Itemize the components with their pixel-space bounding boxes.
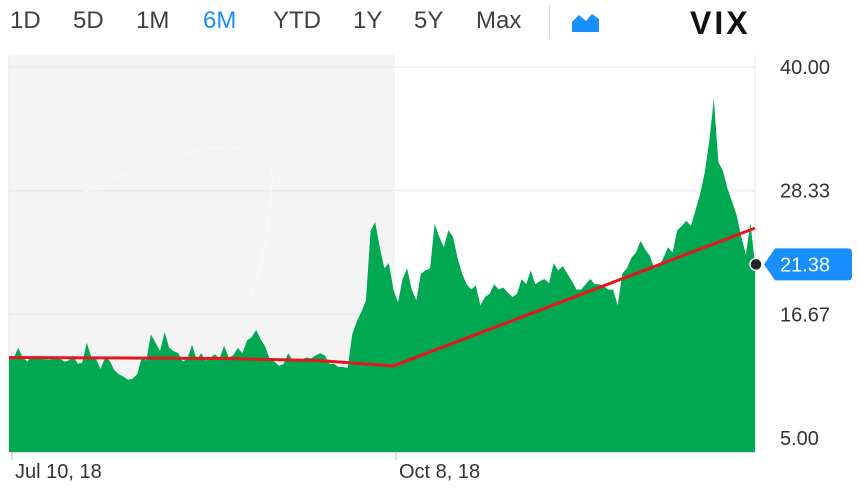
range-selector: 1D 5D 1M 6M YTD 1Y 5Y Max [0, 0, 640, 44]
range-ytd-button[interactable]: YTD [273, 7, 321, 34]
y-tick-label: 28.33 [780, 181, 830, 203]
ticker-symbol: VIX [690, 5, 751, 41]
y-axis: 40.00 28.33 16.67 5.00 [780, 57, 830, 450]
range-1m-button[interactable]: 1M [136, 7, 170, 34]
annotation-scribble [37, 146, 273, 307]
range-6m-button[interactable]: 6M [203, 7, 237, 34]
y-tick-label: 5.00 [780, 428, 819, 450]
vix-area-series [9, 98, 755, 453]
x-tick-label: Jul 10, 18 [15, 461, 102, 483]
range-5d-button[interactable]: 5D [73, 7, 104, 34]
current-price-text: 21.38 [780, 254, 830, 276]
range-5y-button[interactable]: 5Y [414, 7, 444, 34]
range-max-button[interactable]: Max [476, 7, 522, 34]
area-chart-icon [572, 14, 599, 32]
chart-type-button[interactable] [568, 8, 604, 36]
x-tick-label: Oct 8, 18 [399, 461, 480, 483]
trend-line [8, 226, 756, 368]
last-point-marker [749, 257, 763, 272]
x-axis: Jul 10, 18 Oct 8, 18 [11, 452, 480, 483]
y-tick-label: 40.00 [780, 57, 830, 79]
range-divider [549, 4, 550, 38]
range-1d-button[interactable]: 1D [10, 7, 41, 34]
price-tag [764, 248, 852, 281]
y-tick-label: 16.67 [780, 304, 830, 326]
current-price-label: 21.38 [749, 248, 852, 281]
range-1y-button[interactable]: 1Y [353, 7, 383, 34]
